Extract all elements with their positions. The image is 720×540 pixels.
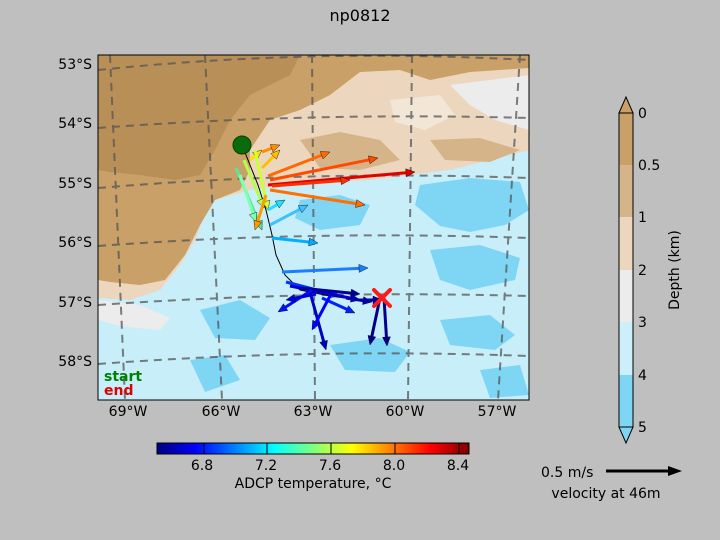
velocity-key-depth-label: velocity at 46m [551,486,660,502]
velocity-arrow-head [367,335,377,346]
velocity-arrow-shaft [314,295,332,323]
velocity-arrow-head [269,144,281,153]
depth-band [619,322,633,375]
velocity-arrow-head [277,303,289,313]
end-label: end [104,383,133,399]
depth-tick-label: 1 [638,210,647,226]
velocity-arrow-shaft [267,203,279,212]
velocity-key-arrowhead [668,466,682,476]
depth-tick-label: 0.5 [638,158,660,174]
velocity-arrow-shaft [382,297,388,338]
velocity-arrow-shaft [281,266,360,274]
velocity-key: 0.5 m/s velocity at 46m [541,465,682,502]
lat-label: 55°S [58,176,92,192]
lon-label: 63°W [294,404,333,420]
depth-tick-label: 2 [638,263,647,279]
depth-tick-label: 4 [638,368,647,384]
temperature-colorbar: 6.8 7.2 7.6 8.0 8.4 ADCP temperature, °C [156,442,470,492]
velocity-arrow-shaft [261,146,273,154]
lat-label: 53°S [58,57,92,73]
depth-band [619,375,633,427]
depth-colorbar: 0 0.5 1 2 3 4 5 Depth (km) [618,95,683,445]
velocity-arrow-head [340,176,351,186]
velocity-arrow-shaft [269,158,370,182]
velocity-arrow-head [274,199,286,209]
velocity-arrow-head [382,336,391,347]
temp-tick-label: 8.0 [383,458,405,474]
velocity-arrows [234,144,416,351]
latitude-labels: 53°S 54°S 55°S 56°S 57°S 58°S [58,57,92,370]
depth-band [619,165,633,217]
lat-label: 56°S [58,235,92,251]
lon-label: 57°W [478,404,517,420]
depth-band [619,113,633,165]
start-marker [232,135,252,155]
velocity-arrow-shaft [370,297,382,337]
velocity-arrow-shaft [267,153,323,178]
velocity-arrow-head [405,168,416,178]
velocity-arrow-head [248,211,258,223]
velocity-key-value: 0.5 m/s [541,465,593,481]
velocity-arrow-head [285,293,296,303]
velocity-arrow-shaft [269,188,357,206]
velocity-arrow-shaft [269,207,301,227]
map-panel: start end 53°S 54°S 55°S 56°S 57°S 58°S … [58,54,530,420]
velocity-arrow-shaft [271,236,310,244]
velocity-arrow-shaft [242,159,262,201]
depth-colorbar-bottom-arrow [618,426,634,445]
velocity-arrow-shaft [260,155,275,170]
depth-tick-label: 3 [638,315,647,331]
velocity-arrow-shaft [253,149,268,202]
velocity-arrow-head [311,319,321,331]
lat-label: 57°S [58,295,92,311]
lon-label: 60°W [386,404,425,420]
velocity-arrow-shaft [238,174,255,214]
velocity-arrow-head [270,149,281,160]
velocity-arrow-shaft [256,194,268,222]
depth-tick-label: 5 [638,420,647,436]
graticule [98,55,529,400]
longitude-labels: 69°W 66°W 63°W 60°W 57°W [109,404,517,420]
temp-tick-label: 6.8 [191,458,213,474]
velocity-arrow-shaft [321,296,348,311]
lon-label: 66°W [202,404,241,420]
temp-tick-label: 7.2 [255,458,277,474]
depth-colorbar-top-arrow [618,95,634,114]
velocity-arrow-head [344,305,356,314]
velocity-arrow-head [355,199,366,208]
velocity-arrow-head [308,237,319,247]
velocity-arrow-head [319,151,331,160]
temp-colorbar-label: ADCP temperature, °C [235,476,392,492]
velocity-arrow-shaft [249,154,257,162]
velocity-arrow-head [350,288,361,298]
temp-tick-label: 7.6 [319,458,341,474]
velocity-arrow-shaft [294,292,317,300]
depth-colorbar-label: Depth (km) [667,230,683,310]
lon-label: 69°W [109,404,148,420]
temperature-colorbar-gradient [156,442,470,455]
temp-tick-label: 8.4 [447,458,469,474]
lat-label: 58°S [58,354,92,370]
velocity-arrow-head [368,155,379,165]
inner-shelf [98,55,300,180]
depth-band [619,270,633,322]
velocity-arrow-shaft [308,291,326,342]
depth-colorbar-frame [618,112,634,428]
velocity-arrow-shaft [271,179,342,188]
velocity-arrow-shaft [267,171,407,187]
velocity-arrow-head [358,264,369,273]
depth-band [619,217,633,270]
depth-tick-label: 0 [638,106,647,122]
velocity-arrow-shaft [299,286,352,295]
end-marker [372,288,392,308]
figure-title: np0812 [329,6,390,25]
start-label: start [104,369,142,385]
velocity-arrow-head [319,339,328,351]
map-frame [97,54,530,401]
lat-label: 54°S [58,116,92,132]
velocity-arrow-head [297,204,309,214]
velocity-arrow-head [253,219,262,231]
